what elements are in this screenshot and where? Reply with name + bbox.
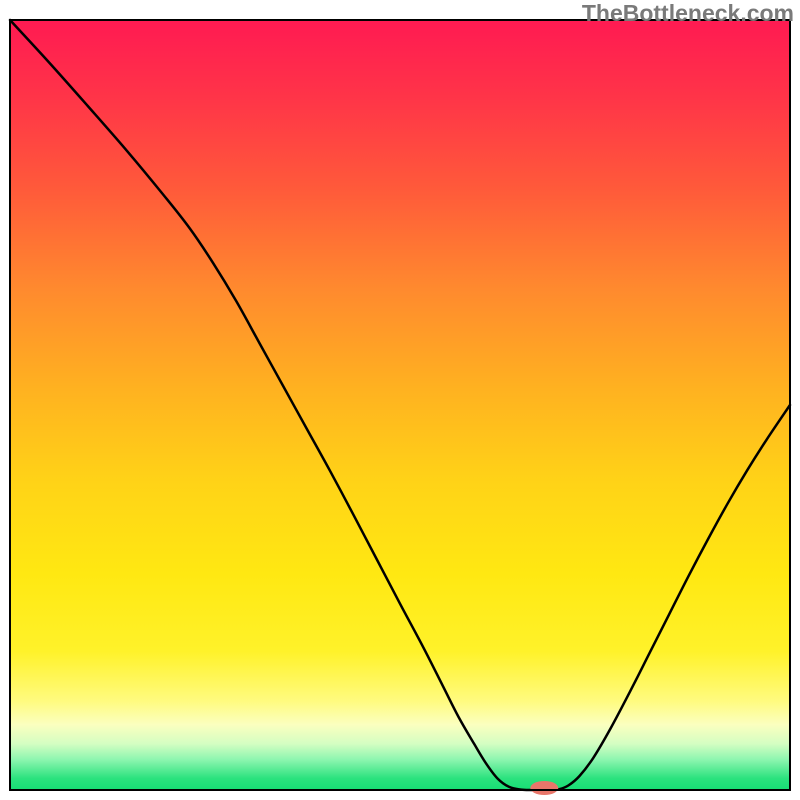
bottleneck-chart: TheBottleneck.com — [0, 0, 800, 800]
plot-background — [10, 20, 790, 790]
optimum-marker — [530, 781, 558, 795]
watermark-text: TheBottleneck.com — [582, 0, 794, 27]
chart-svg — [0, 0, 800, 800]
